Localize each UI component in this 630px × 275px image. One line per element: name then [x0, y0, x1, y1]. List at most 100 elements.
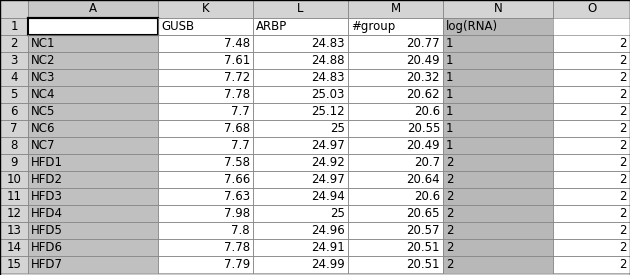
Text: 2: 2	[446, 173, 454, 186]
Text: 9: 9	[10, 156, 18, 169]
Bar	[0, 69, 28, 86]
Bar	[443, 222, 553, 239]
Text: 2: 2	[446, 224, 454, 237]
Bar	[443, 86, 553, 103]
Text: 7.66: 7.66	[224, 173, 250, 186]
Bar	[158, 52, 253, 69]
Text: 25: 25	[330, 207, 345, 220]
Bar	[28, 171, 158, 188]
Bar	[553, 35, 630, 52]
Text: 2: 2	[619, 190, 627, 203]
Bar	[443, 205, 553, 222]
Bar	[553, 239, 630, 256]
Text: 24.92: 24.92	[311, 156, 345, 169]
Bar	[158, 86, 253, 103]
Bar	[553, 103, 630, 120]
Text: 1: 1	[446, 88, 454, 101]
Bar	[0, 103, 28, 120]
Bar	[28, 103, 158, 120]
Text: 1: 1	[10, 20, 18, 33]
Text: 7.72: 7.72	[224, 71, 250, 84]
Bar	[348, 52, 443, 69]
Bar	[348, 205, 443, 222]
Bar	[28, 35, 158, 52]
Bar	[28, 120, 158, 137]
Bar	[348, 137, 443, 154]
Text: 1: 1	[446, 37, 454, 50]
Text: M: M	[391, 2, 401, 15]
Bar	[443, 171, 553, 188]
Text: NC4: NC4	[31, 88, 55, 101]
Bar	[253, 205, 348, 222]
Text: 7.79: 7.79	[224, 258, 250, 271]
Text: 20.7: 20.7	[414, 156, 440, 169]
Text: 15: 15	[6, 258, 21, 271]
Bar	[158, 18, 253, 35]
Bar	[253, 120, 348, 137]
Text: NC7: NC7	[31, 139, 55, 152]
Text: 20.57: 20.57	[406, 224, 440, 237]
Text: 2: 2	[619, 207, 627, 220]
Bar	[348, 171, 443, 188]
Text: 20.6: 20.6	[414, 105, 440, 118]
Bar	[553, 171, 630, 188]
Text: 25.12: 25.12	[311, 105, 345, 118]
Text: 20.49: 20.49	[406, 139, 440, 152]
Bar	[158, 154, 253, 171]
Bar	[0, 222, 28, 239]
Bar	[0, 171, 28, 188]
Text: #group: #group	[351, 20, 395, 33]
Bar	[0, 205, 28, 222]
Bar	[28, 205, 158, 222]
Text: 2: 2	[619, 224, 627, 237]
Bar	[348, 18, 443, 35]
Text: 7.7: 7.7	[231, 105, 250, 118]
Text: 5: 5	[10, 88, 18, 101]
Text: 7: 7	[10, 122, 18, 135]
Text: HFD5: HFD5	[31, 224, 63, 237]
Text: K: K	[202, 2, 209, 15]
Bar	[553, 120, 630, 137]
Text: NC1: NC1	[31, 37, 55, 50]
Text: 2: 2	[446, 241, 454, 254]
Bar	[348, 188, 443, 205]
Bar	[0, 256, 28, 273]
Text: 25.03: 25.03	[312, 88, 345, 101]
Text: 11: 11	[6, 190, 21, 203]
Text: log(RNA): log(RNA)	[446, 20, 498, 33]
Bar	[553, 69, 630, 86]
Text: 10: 10	[6, 173, 21, 186]
Text: NC2: NC2	[31, 54, 55, 67]
Bar	[348, 103, 443, 120]
Bar	[0, 18, 28, 35]
Text: 2: 2	[619, 156, 627, 169]
Bar	[158, 137, 253, 154]
Bar	[28, 69, 158, 86]
Text: 1: 1	[446, 122, 454, 135]
Bar	[253, 154, 348, 171]
Text: 7.63: 7.63	[224, 190, 250, 203]
Text: 7.7: 7.7	[231, 139, 250, 152]
Text: 20.77: 20.77	[406, 37, 440, 50]
Text: 20.62: 20.62	[406, 88, 440, 101]
Text: 2: 2	[619, 173, 627, 186]
Text: 2: 2	[619, 37, 627, 50]
Text: 2: 2	[619, 54, 627, 67]
Text: 20.32: 20.32	[406, 71, 440, 84]
Bar	[158, 120, 253, 137]
Bar	[158, 239, 253, 256]
Bar	[253, 35, 348, 52]
Text: 7.48: 7.48	[224, 37, 250, 50]
Bar	[28, 52, 158, 69]
Bar	[28, 239, 158, 256]
Bar	[158, 69, 253, 86]
Text: 20.6: 20.6	[414, 190, 440, 203]
Bar	[0, 35, 28, 52]
Text: 7.58: 7.58	[224, 156, 250, 169]
Text: 2: 2	[446, 190, 454, 203]
Bar	[0, 188, 28, 205]
Bar	[553, 0, 630, 18]
Text: GUSB: GUSB	[161, 20, 194, 33]
Bar	[253, 188, 348, 205]
Bar	[253, 0, 348, 18]
